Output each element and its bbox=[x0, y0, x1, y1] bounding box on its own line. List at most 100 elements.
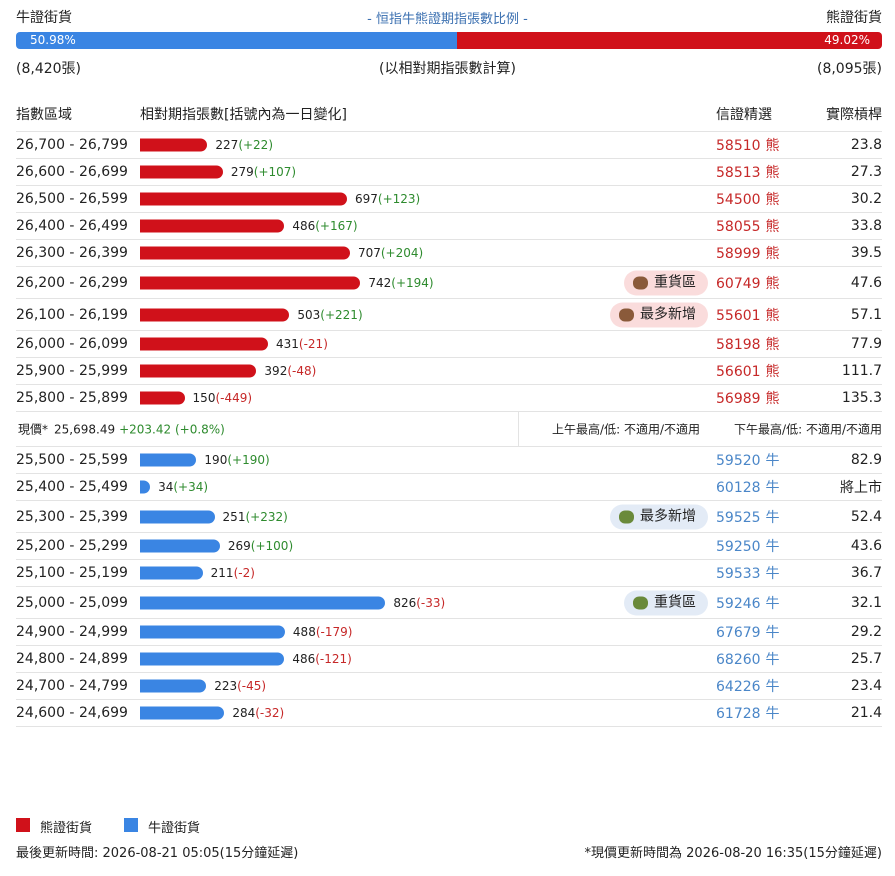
pick-side: 熊 bbox=[765, 165, 780, 181]
index-range: 26,000 - 26,099 bbox=[16, 336, 128, 352]
bar-label: 190(+190) bbox=[204, 453, 269, 467]
bar bbox=[140, 337, 268, 351]
tag-icon bbox=[619, 510, 634, 523]
index-range: 25,500 - 25,599 bbox=[16, 452, 128, 468]
pick: 58513 熊 bbox=[716, 162, 780, 182]
pick-code: 58198 bbox=[716, 337, 761, 353]
pick: 55601 熊 bbox=[716, 305, 780, 325]
pick-side: 牛 bbox=[765, 595, 780, 612]
pick-code: 58055 bbox=[716, 219, 761, 235]
bar-label: 697(+123) bbox=[355, 192, 420, 206]
row: 26,000 - 26,099 431(-21) 58198 熊 77.9 bbox=[16, 331, 882, 358]
change: (+194) bbox=[391, 275, 434, 290]
bar-label: 486(+167) bbox=[292, 219, 357, 233]
count: 284 bbox=[232, 706, 256, 720]
change: (+221) bbox=[320, 307, 363, 322]
bar bbox=[140, 480, 151, 494]
index-range: 24,800 - 24,899 bbox=[16, 651, 128, 667]
column-header: 指數區域 bbox=[16, 107, 72, 123]
pick: 59520 牛 bbox=[716, 450, 780, 470]
row: 26,300 - 26,399 707(+204) 58999 熊 39.5 bbox=[16, 240, 882, 267]
bar-label: 34(+34) bbox=[158, 480, 208, 494]
count: 269 bbox=[227, 539, 251, 553]
bar-label: 284(-32) bbox=[232, 706, 284, 720]
change: (-48) bbox=[287, 364, 317, 378]
tag-icon bbox=[619, 308, 634, 321]
current-price-row: 現價* 25,698.49 +203.42 (+0.8%) 上午最高/低: 不適用/不… bbox=[16, 412, 882, 447]
leverage: 21.4 bbox=[850, 705, 882, 721]
index-range: 25,200 - 25,299 bbox=[16, 538, 128, 554]
leverage: 111.7 bbox=[841, 363, 882, 379]
ratio-bar bbox=[16, 32, 882, 49]
pick-code: 56601 bbox=[716, 364, 761, 380]
pick-code: 56989 bbox=[716, 391, 761, 407]
bull-ratio-label: 50.98% bbox=[30, 33, 76, 47]
bar-label: 150(-449) bbox=[193, 391, 253, 405]
bar-label: 488(-179) bbox=[293, 625, 353, 639]
column-header: 相對期指張數[括號內為一日變化] bbox=[140, 107, 347, 123]
pick: 60128 牛 bbox=[716, 477, 780, 497]
pick-side: 牛 bbox=[765, 539, 780, 555]
count: 150 bbox=[192, 391, 216, 405]
bar bbox=[140, 276, 361, 289]
leverage: 30.2 bbox=[850, 191, 882, 207]
count: 742 bbox=[368, 275, 392, 290]
pick-code: 55601 bbox=[716, 307, 761, 324]
pick: 61728 牛 bbox=[716, 703, 780, 723]
count: 392 bbox=[264, 364, 288, 378]
pick: 58198 熊 bbox=[716, 334, 780, 354]
pick-side: 熊 bbox=[765, 307, 780, 324]
change: (+190) bbox=[227, 453, 270, 467]
leverage: 29.2 bbox=[850, 624, 882, 640]
row: 25,800 - 25,899 150(-449) 56989 熊 135.3 bbox=[16, 385, 882, 412]
pick: 59525 牛 bbox=[716, 507, 780, 527]
pick-code: 59533 bbox=[716, 566, 761, 582]
row: 25,500 - 25,599 190(+190) 59520 牛 82.9 bbox=[16, 447, 882, 474]
tag: 重貨區 bbox=[624, 270, 708, 295]
bar-label: 392(-48) bbox=[264, 364, 316, 378]
bar-label: 707(+204) bbox=[358, 246, 423, 260]
current-value: 25,698.49 bbox=[54, 422, 116, 437]
bull-count: (8,420張) bbox=[16, 61, 82, 77]
row: 26,700 - 26,799 227(+22) 58510 熊 23.8 bbox=[16, 132, 882, 159]
count: 223 bbox=[214, 679, 238, 693]
count: 227 bbox=[215, 138, 239, 152]
row: 25,400 - 25,499 34(+34) 60128 牛 將上市 bbox=[16, 474, 882, 501]
change: (+167) bbox=[315, 219, 358, 233]
title: - 恒指牛熊證期指張數比例 - bbox=[367, 12, 528, 27]
index-range: 26,200 - 26,299 bbox=[16, 274, 128, 291]
leverage: 33.8 bbox=[850, 218, 882, 234]
index-range: 26,400 - 26,499 bbox=[16, 218, 128, 234]
row: 26,600 - 26,699 279(+107) 58513 熊 27.3 bbox=[16, 159, 882, 186]
row: 25,300 - 25,399 251(+232) 最多新增 59525 牛 52.4 bbox=[16, 501, 882, 533]
leverage: 77.9 bbox=[850, 336, 882, 352]
leverage: 25.7 bbox=[850, 651, 882, 667]
pm-high-low: 下午最高/低: 不適用/不適用 bbox=[734, 422, 882, 437]
pick-side: 牛 bbox=[765, 480, 780, 496]
pick-code: 67679 bbox=[716, 625, 761, 641]
pick-code: 54500 bbox=[716, 192, 761, 208]
am-high-low: 上午最高/低: 不適用/不適用 bbox=[552, 422, 700, 437]
leverage: 27.3 bbox=[850, 164, 882, 180]
pick-side: 熊 bbox=[765, 192, 780, 208]
bar bbox=[140, 453, 197, 467]
row: 24,700 - 24,799 223(-45) 64226 牛 23.4 bbox=[16, 673, 882, 700]
bar-label: 269(+100) bbox=[228, 539, 293, 553]
tag: 最多新增 bbox=[610, 302, 708, 327]
count: 826 bbox=[393, 595, 417, 610]
legend-swatch bbox=[124, 818, 138, 832]
bar-label: 223(-45) bbox=[214, 679, 266, 693]
count: 707 bbox=[357, 246, 381, 260]
change: (+107) bbox=[253, 165, 297, 179]
change: (-32) bbox=[255, 706, 285, 720]
index-range: 25,400 - 25,499 bbox=[16, 479, 128, 495]
change: (+22) bbox=[238, 138, 273, 152]
tag: 重貨區 bbox=[624, 590, 708, 615]
pick-side: 熊 bbox=[765, 391, 780, 407]
bear-ratio-label: 49.02% bbox=[824, 33, 870, 47]
count: 431 bbox=[276, 337, 299, 351]
count: 279 bbox=[230, 165, 254, 179]
pick-side: 熊 bbox=[765, 364, 780, 380]
pick: 58510 熊 bbox=[716, 135, 780, 155]
current-label: 現價* bbox=[18, 422, 49, 437]
